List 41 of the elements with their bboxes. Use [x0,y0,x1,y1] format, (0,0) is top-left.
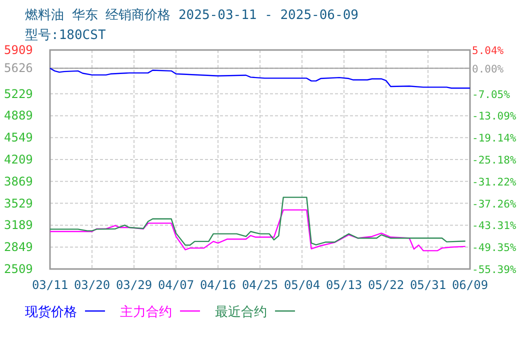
x-tick-label: 03/20 [74,278,110,292]
line-series [49,196,466,246]
y-tick-label: 4889 [4,108,33,123]
y-tick-label: 5909 [4,43,33,57]
y2-tick-label: -7.05% [472,88,511,101]
chart-subtitle: 型号:180CST [25,28,106,43]
y2-tick-label: 5.04% [472,45,504,57]
y-tick-label: 5626 [4,61,33,76]
legend-label: 最近合约 [215,305,267,320]
x-tick-label: 05/13 [326,278,362,292]
y-tick-label: 4549 [4,130,33,145]
x-tick-label: 04/16 [200,278,236,292]
y2-tick-label: -13.09% [472,110,517,123]
y2-tick-label: -49.35% [472,242,517,254]
x-tick-label: 04/25 [242,278,278,292]
x-tick-label: 05/22 [368,278,404,292]
y2-tick-label: -43.31% [472,220,517,232]
x-tick-label: 05/31 [410,278,446,292]
x-tick-label: 05/04 [284,278,320,292]
y2-tick-label: 0.00% [472,63,504,76]
y-tick-label: 4209 [4,152,33,166]
y-tick-label: 2509 [4,262,33,276]
y-tick-label: 3529 [4,196,33,210]
line-series [49,209,466,252]
y2-tick-label: -37.26% [472,198,517,210]
y-tick-label: 3869 [4,174,33,188]
y-tick-label: 3189 [4,218,33,232]
x-tick-label: 03/29 [116,278,152,292]
y2-tick-label: -55.39% [472,264,517,276]
line-series [49,68,471,89]
y-tick-label: 2849 [4,240,33,254]
y2-tick-label: -31.22% [472,176,517,188]
x-tick-label: 04/07 [158,278,194,292]
x-tick-label: 03/11 [32,278,68,292]
y2-tick-label: -25.18% [472,154,517,167]
x-tick-label: 06/09 [452,278,488,292]
legend-label: 现货价格 [25,305,77,320]
legend-label: 主力合约 [120,304,172,320]
y-tick-label: 5229 [4,86,33,101]
y2-tick-label: -19.14% [472,132,517,145]
chart-title: 燃料油 华东 经销商价格 2025-03-11 - 2025-06-09 [25,8,358,23]
